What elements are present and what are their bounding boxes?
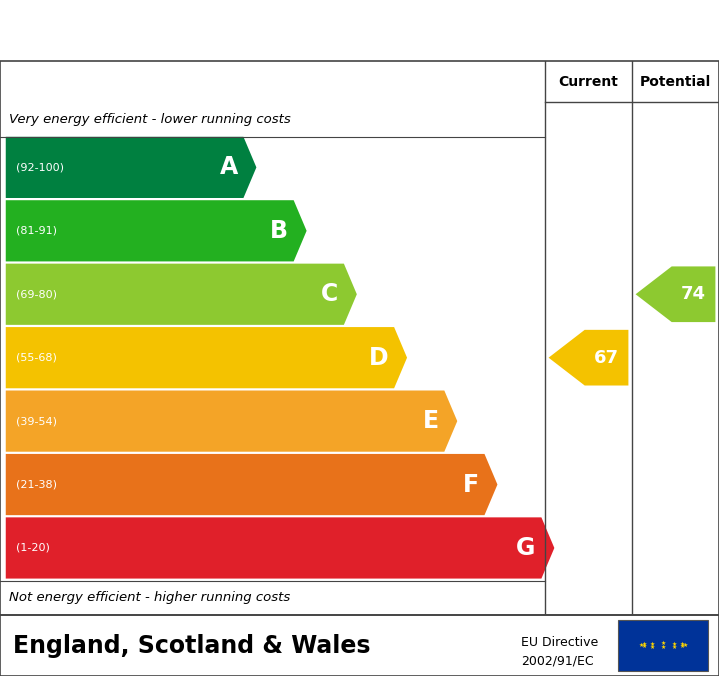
Text: ★: ★ <box>679 644 684 649</box>
Text: Not energy efficient - higher running costs: Not energy efficient - higher running co… <box>9 592 290 604</box>
Polygon shape <box>6 200 306 262</box>
Text: F: F <box>462 473 479 497</box>
Text: (81-91): (81-91) <box>16 226 57 236</box>
Text: B: B <box>270 219 288 243</box>
Text: E: E <box>423 409 439 433</box>
Text: (55-68): (55-68) <box>16 353 57 363</box>
Polygon shape <box>6 517 554 579</box>
Text: Potential: Potential <box>640 74 711 89</box>
Text: Energy Efficiency Rating: Energy Efficiency Rating <box>13 15 454 46</box>
Text: ★: ★ <box>650 645 655 650</box>
Text: 2002/91/EC: 2002/91/EC <box>521 654 594 667</box>
Text: C: C <box>321 283 338 306</box>
Text: ★: ★ <box>661 645 666 650</box>
Text: (1-20): (1-20) <box>16 543 50 553</box>
Text: ★: ★ <box>650 642 655 646</box>
Text: Current: Current <box>559 74 618 89</box>
Text: G: G <box>516 536 536 560</box>
Text: (21-38): (21-38) <box>16 479 57 489</box>
Text: Very energy efficient - lower running costs: Very energy efficient - lower running co… <box>9 113 290 126</box>
Bar <box>618 620 708 671</box>
Text: 67: 67 <box>594 349 619 366</box>
Text: A: A <box>219 155 238 179</box>
Text: ★: ★ <box>679 642 684 647</box>
Text: (92-100): (92-100) <box>16 162 64 172</box>
Polygon shape <box>6 327 407 388</box>
Text: EU Directive: EU Directive <box>521 636 598 649</box>
Polygon shape <box>6 264 357 325</box>
Polygon shape <box>6 391 457 452</box>
Polygon shape <box>6 454 498 515</box>
Text: 74: 74 <box>681 285 706 304</box>
Text: ★: ★ <box>642 644 647 649</box>
Text: ★: ★ <box>661 642 666 646</box>
Text: ★: ★ <box>682 643 687 648</box>
Polygon shape <box>636 266 715 322</box>
Text: ★: ★ <box>639 643 644 648</box>
Polygon shape <box>6 137 257 198</box>
Text: (69-80): (69-80) <box>16 289 57 299</box>
Polygon shape <box>549 330 628 385</box>
Text: ★: ★ <box>672 645 677 650</box>
Text: D: D <box>369 345 388 370</box>
Text: ★: ★ <box>672 642 677 646</box>
Text: (39-54): (39-54) <box>16 416 57 426</box>
Text: ★: ★ <box>642 642 647 647</box>
Text: England, Scotland & Wales: England, Scotland & Wales <box>13 633 370 658</box>
